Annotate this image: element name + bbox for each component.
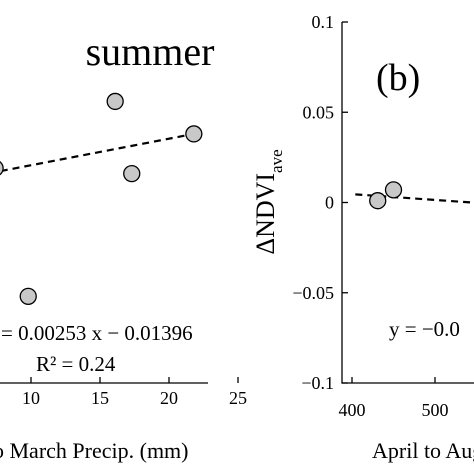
y-tick-label-b: −0.05: [292, 283, 334, 303]
trend-line-b: [355, 193, 474, 204]
x-axis-label-b: April to Aug: [372, 438, 474, 463]
panel-title-summer: summer: [86, 29, 215, 74]
y-tick-label-b: 0: [325, 193, 334, 213]
trend-line-a: [0, 132, 195, 173]
data-point-a: [0, 161, 4, 176]
x-tick-label-a: 25: [229, 388, 247, 408]
regression-equation-a: = 0.00253 x − 0.01396: [1, 321, 193, 345]
data-point-a: [19, 287, 37, 306]
data-point-b: [369, 192, 387, 210]
y-axis-label-main: ΔNDVI: [251, 173, 280, 255]
panel-summer: 10 15 20 25 summer = 0.00253 x − 0.01396 R²…: [0, 29, 247, 463]
y-tick-label-b: 0.1: [312, 12, 335, 32]
data-point-b: [384, 181, 403, 199]
r-squared-a: R² = 0.24: [36, 352, 116, 376]
data-point-a: [185, 125, 203, 143]
panel-b: 0.1 0.05 0 −0.05 −0.1 400 500 (b) y = −0.0 Ap…: [251, 12, 474, 463]
x-tick-label-a: 10: [22, 388, 40, 408]
x-tick-label-a: 20: [160, 388, 178, 408]
panel-label-b: (b): [376, 57, 420, 99]
regression-equation-b: y = −0.0: [389, 317, 460, 341]
x-tick-label-b: 500: [422, 400, 449, 420]
x-axis-label-a: o March Precip. (mm): [0, 438, 189, 463]
x-tick-label-b: 400: [339, 400, 366, 420]
y-tick-label-b: 0.05: [303, 102, 335, 122]
data-point-a: [123, 164, 141, 183]
y-axis-label-subscript: ave: [267, 149, 286, 173]
y-tick-label-b: −0.1: [301, 373, 334, 393]
x-tick-label-a: 15: [91, 388, 109, 408]
data-point-a: [106, 92, 124, 111]
y-axis-label-b: ΔNDVIave: [251, 149, 286, 254]
